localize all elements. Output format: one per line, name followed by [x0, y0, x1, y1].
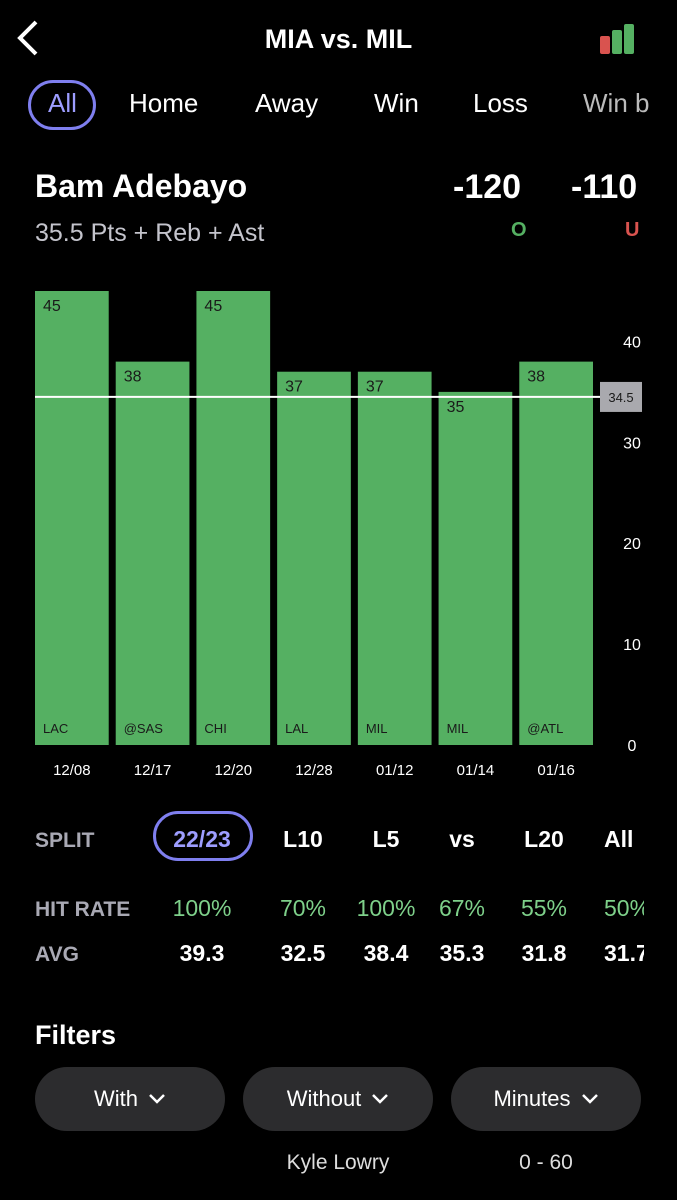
bar: [35, 291, 109, 745]
bar: [357, 371, 432, 745]
y-tick-label: 0: [628, 738, 637, 755]
hit-rate: 50%: [604, 895, 644, 921]
player-name: Bam Adebayo: [35, 168, 248, 204]
hit-rate: 55%: [520, 895, 568, 921]
over-label: O: [511, 219, 527, 241]
title: MIA vs. MIL: [264, 24, 413, 54]
filter-label: With: [94, 1086, 138, 1111]
split-selected[interactable]: [153, 811, 253, 861]
average: 39.3: [179, 940, 225, 966]
filter-button[interactable]: Minutes: [451, 1067, 641, 1131]
x-tick-label: 01/16: [537, 762, 575, 779]
hit-rate: 100%: [356, 895, 416, 921]
filter-button[interactable]: With: [35, 1067, 225, 1131]
chevron: [581, 1094, 598, 1104]
filter-label: Without: [286, 1086, 362, 1111]
average: 32.5: [280, 940, 326, 966]
opponent-label: @ATL: [527, 721, 563, 736]
bar: [115, 361, 190, 745]
bar: [196, 291, 271, 745]
split-row-label: SPLIT: [35, 829, 95, 852]
over-odds: -120: [453, 168, 522, 206]
tab[interactable]: Away: [255, 88, 319, 118]
chevron: [149, 1094, 165, 1104]
average: 38.4: [363, 940, 409, 966]
x-tick-label: 01/14: [457, 762, 495, 779]
split-row-label: HIT RATE: [35, 898, 131, 921]
split-option[interactable]: vs: [449, 826, 475, 852]
threshold-label-bg: [600, 381, 642, 412]
opponent-label: MIL: [447, 721, 469, 736]
bar-value-label: 37: [285, 379, 303, 396]
y-tick-label: 40: [623, 334, 641, 351]
y-tick-label: 30: [623, 435, 641, 452]
x-tick-label: 12/08: [53, 762, 91, 779]
x-tick-label: 12/17: [134, 762, 172, 779]
opponent-label: LAL: [285, 721, 308, 736]
filter-value: 0 - 60: [519, 1151, 573, 1174]
tab[interactable]: Win by: [583, 88, 649, 118]
average: 31.8: [521, 940, 567, 966]
threshold-label: 34.5: [608, 390, 633, 405]
filters-title: Filters: [35, 1020, 117, 1050]
bar-value-label: 38: [527, 369, 545, 386]
tab[interactable]: Home: [129, 88, 199, 118]
split-option[interactable]: L20: [524, 826, 564, 852]
bar: [519, 361, 593, 745]
average: 35.3: [439, 940, 485, 966]
split-option[interactable]: 22/23: [173, 826, 231, 852]
split-option[interactable]: L5: [372, 826, 400, 852]
filter-label: Minutes: [493, 1086, 571, 1111]
filter-value: Kyle Lowry: [286, 1151, 390, 1174]
x-tick-label: 01/12: [376, 762, 414, 779]
tab[interactable]: All: [48, 88, 77, 118]
opponent-label: MIL: [366, 721, 388, 736]
split-row-label: AVG: [35, 943, 79, 966]
x-tick-label: 12/28: [295, 762, 333, 779]
opponent-label: @SAS: [124, 721, 164, 736]
bar-value-label: 37: [366, 379, 384, 396]
x-tick-label: 12/20: [215, 762, 253, 779]
tab-selected[interactable]: [28, 80, 96, 130]
split-option[interactable]: L10: [283, 826, 323, 852]
split-option[interactable]: All: [604, 826, 634, 852]
opponent-label: LAC: [43, 721, 68, 736]
hit-rate: 67%: [438, 895, 486, 921]
hit-rate: 100%: [172, 895, 232, 921]
y-tick-label: 10: [623, 637, 641, 654]
tab[interactable]: Win: [374, 88, 419, 118]
chart: 0 10 20 30 40 45 LAC 12/08 38 @SAS 12/17 45 CHI 12/20…: [35, 291, 642, 779]
bar: [438, 391, 513, 745]
bar-value-label: 45: [204, 298, 222, 315]
average: 31.7: [604, 940, 644, 966]
chevron: [372, 1094, 389, 1104]
chart-icon[interactable]: [598, 22, 638, 56]
tab[interactable]: Loss: [473, 88, 528, 118]
under-label: U: [625, 219, 640, 241]
bar-value-label: 38: [124, 369, 142, 386]
filter-button[interactable]: Without: [243, 1067, 433, 1131]
under-odds: -110: [571, 168, 638, 206]
opponent-label: CHI: [204, 721, 226, 736]
bar-value-label: 45: [43, 298, 61, 315]
y-tick-label: 20: [623, 536, 641, 553]
hit-rate: 70%: [279, 895, 327, 921]
bar: [277, 371, 351, 745]
prop: 35.5 Pts + Reb + Ast: [35, 219, 265, 247]
bar-value-label: 35: [447, 399, 465, 416]
back-button[interactable]: [12, 18, 42, 58]
